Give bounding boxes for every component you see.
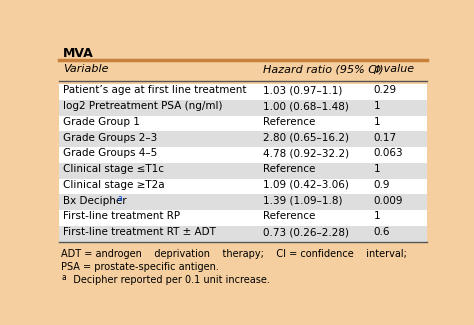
Text: Grade Group 1: Grade Group 1 — [63, 117, 140, 127]
Text: Reference: Reference — [263, 117, 316, 127]
Text: 1: 1 — [374, 212, 380, 221]
Text: First-line treatment RT ± ADT: First-line treatment RT ± ADT — [63, 227, 216, 237]
Text: 0.009: 0.009 — [374, 196, 403, 206]
Text: p value: p value — [374, 64, 414, 74]
Bar — [59, 147, 427, 163]
Text: 1.03 (0.97–1.1): 1.03 (0.97–1.1) — [263, 85, 343, 95]
Text: Hazard ratio (95% CI): Hazard ratio (95% CI) — [263, 64, 384, 74]
Text: 1.09 (0.42–3.06): 1.09 (0.42–3.06) — [263, 180, 349, 190]
Text: Clinical stage ≥T2a: Clinical stage ≥T2a — [63, 180, 164, 190]
Bar — [59, 116, 427, 131]
Text: 4.78 (0.92–32.2): 4.78 (0.92–32.2) — [263, 148, 349, 158]
Text: 0.063: 0.063 — [374, 148, 403, 158]
Text: Patient’s age at first line treatment: Patient’s age at first line treatment — [63, 85, 246, 95]
Text: 0.17: 0.17 — [374, 133, 396, 143]
Text: MVA: MVA — [63, 46, 94, 59]
Text: a: a — [61, 273, 66, 282]
Text: PSA = prostate-specific antigen.: PSA = prostate-specific antigen. — [61, 262, 219, 272]
Text: 1.00 (0.68–1.48): 1.00 (0.68–1.48) — [263, 101, 349, 111]
Text: 1.39 (1.09–1.8): 1.39 (1.09–1.8) — [263, 196, 343, 206]
Text: Reference: Reference — [263, 164, 316, 174]
Text: Variable: Variable — [63, 64, 109, 74]
Bar — [59, 84, 427, 100]
Text: ADT = androgen    deprivation    therapy;    CI = confidence    interval;: ADT = androgen deprivation therapy; CI =… — [61, 249, 407, 259]
Bar — [59, 179, 427, 194]
Text: a: a — [117, 194, 122, 203]
Text: Grade Groups 4–5: Grade Groups 4–5 — [63, 148, 157, 158]
Text: 1: 1 — [374, 101, 380, 111]
Text: Bx Decipher: Bx Decipher — [63, 196, 127, 206]
Text: 0.6: 0.6 — [374, 227, 390, 237]
Bar — [59, 131, 427, 147]
Bar — [59, 163, 427, 179]
Text: 2.80 (0.65–16.2): 2.80 (0.65–16.2) — [263, 133, 349, 143]
Text: 0.9: 0.9 — [374, 180, 390, 190]
Text: First-line treatment RP: First-line treatment RP — [63, 212, 180, 221]
Text: 0.29: 0.29 — [374, 85, 396, 95]
Bar — [59, 194, 427, 210]
Bar — [59, 100, 427, 116]
Bar — [59, 210, 427, 226]
Text: Decipher reported per 0.1 unit increase.: Decipher reported per 0.1 unit increase. — [67, 275, 270, 285]
Text: 1: 1 — [374, 164, 380, 174]
Text: Reference: Reference — [263, 212, 316, 221]
Text: Clinical stage ≤T1c: Clinical stage ≤T1c — [63, 164, 164, 174]
Text: 0.73 (0.26–2.28): 0.73 (0.26–2.28) — [263, 227, 349, 237]
Text: log2 Pretreatment PSA (ng/ml): log2 Pretreatment PSA (ng/ml) — [63, 101, 222, 111]
Text: Grade Groups 2–3: Grade Groups 2–3 — [63, 133, 157, 143]
Text: 1: 1 — [374, 117, 380, 127]
Bar — [59, 226, 427, 242]
